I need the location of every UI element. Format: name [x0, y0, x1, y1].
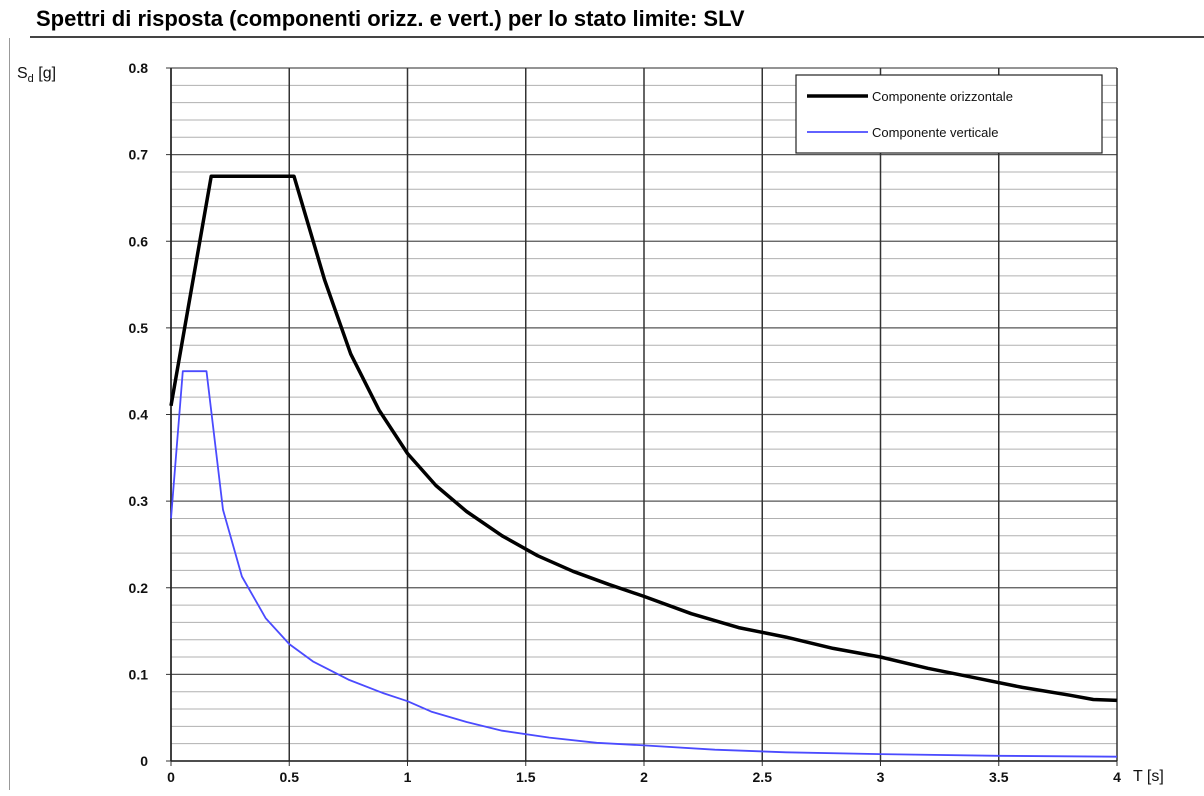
x-tick-label: 1.5 — [516, 769, 536, 785]
y-tick-label: 0.5 — [129, 320, 149, 336]
axis-labels: Sd [g] T [s] — [17, 65, 1164, 785]
tick-labels: 0 0.1 0.2 0.3 0.4 0.5 0.6 0.7 0.8 0 0.5 1 1.5 2 2.5 3 3.… — [129, 60, 1122, 785]
axes — [166, 67, 1118, 766]
x-axis-label: T [s] — [1133, 768, 1164, 785]
series-lines — [169, 174, 1118, 758]
x-tick-label: 2.5 — [753, 769, 773, 785]
y-tick-label: 0.3 — [129, 493, 149, 509]
legend-label: Componente verticale — [872, 125, 998, 140]
y-tick-label: 0.1 — [129, 666, 149, 682]
y-tick-label: 0.7 — [129, 147, 149, 163]
y-tick-label: 0.8 — [129, 60, 149, 76]
y-tick-label: 0.2 — [129, 580, 149, 596]
y-axis-label: Sd [g] — [17, 65, 56, 85]
series-line-vertical — [170, 370, 1118, 758]
series-line-horizontal — [169, 174, 1118, 703]
x-tick-label: 0.5 — [280, 769, 300, 785]
x-tick-label: 0 — [167, 769, 175, 785]
legend-label: Componente orizzontale — [872, 89, 1013, 104]
legend: Componente orizzontale Componente vertica… — [795, 74, 1103, 154]
x-tick-label: 2 — [640, 769, 648, 785]
left-border — [9, 38, 10, 790]
chart-title: Spettri di risposta (componenti orizz. e… — [36, 6, 745, 31]
title-underline — [30, 36, 1204, 38]
x-tick-label: 3 — [877, 769, 885, 785]
y-tick-label: 0.6 — [129, 233, 149, 249]
x-tick-label: 4 — [1113, 769, 1121, 785]
legend-box — [795, 74, 1103, 154]
y-tick-label: 0 — [140, 753, 148, 769]
y-tick-label: 0.4 — [129, 407, 149, 423]
x-tick-label: 1 — [404, 769, 412, 785]
x-tick-label: 3.5 — [989, 769, 1009, 785]
